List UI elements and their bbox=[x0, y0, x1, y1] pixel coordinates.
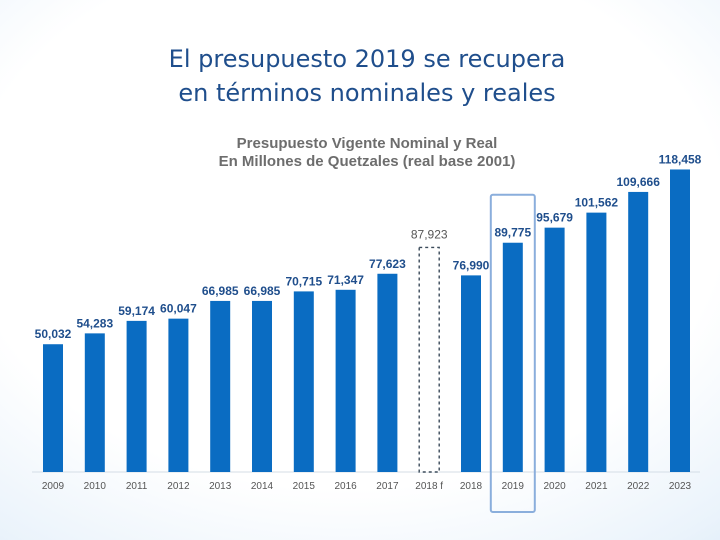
slide-title-line-2: en términos nominales y reales bbox=[178, 79, 556, 107]
bar-2015 bbox=[293, 291, 314, 472]
x-tick-2014: 2014 bbox=[251, 481, 274, 492]
data-label-2014: 66,985 bbox=[244, 284, 281, 298]
bar-2011 bbox=[126, 320, 147, 472]
x-tick-2012: 2012 bbox=[167, 481, 190, 492]
data-label-2023: 118,458 bbox=[659, 152, 702, 166]
data-label-2022: 109,666 bbox=[617, 175, 661, 189]
data-label-2015: 70,715 bbox=[285, 274, 322, 288]
data-label-2019: 89,775 bbox=[494, 226, 531, 240]
x-tick-2021: 2021 bbox=[585, 481, 608, 492]
x-tick-2020: 2020 bbox=[543, 481, 566, 492]
bar-2014 bbox=[252, 300, 272, 472]
x-tick-2018-f: 2018 f bbox=[415, 481, 443, 492]
bar-2023 bbox=[670, 169, 690, 472]
bar-2017 bbox=[377, 273, 398, 472]
x-tick-2022: 2022 bbox=[627, 481, 650, 492]
bar-2010 bbox=[84, 333, 105, 472]
data-label-2013: 66,985 bbox=[202, 284, 239, 298]
data-label-2017: 77,623 bbox=[369, 257, 406, 271]
bar-2020 bbox=[544, 227, 565, 472]
x-tick-2019: 2019 bbox=[502, 481, 525, 492]
data-label-2009: 50,032 bbox=[35, 327, 72, 341]
highlight-box-2019 bbox=[489, 193, 536, 513]
bar-2019 bbox=[502, 242, 523, 472]
x-tick-2017: 2017 bbox=[376, 481, 399, 492]
bar-2009 bbox=[43, 344, 63, 472]
chart-plot-area: 50,032 2009 54,283 2010 59,174 2011 60,047 2012… bbox=[32, 152, 702, 513]
bar-2018-f bbox=[418, 246, 440, 473]
bar-2012 bbox=[168, 318, 189, 472]
data-label-2016: 71,347 bbox=[327, 273, 364, 287]
data-label-2012: 60,047 bbox=[160, 302, 197, 316]
bar-2016 bbox=[335, 289, 356, 472]
data-label-2020: 95,679 bbox=[536, 211, 573, 225]
x-tick-2011: 2011 bbox=[126, 481, 148, 492]
x-tick-2023: 2023 bbox=[669, 481, 692, 492]
x-tick-2018: 2018 bbox=[460, 481, 483, 492]
x-tick-2010: 2010 bbox=[84, 481, 107, 492]
chart-subtitle: En Millones de Quetzales (real base 2001… bbox=[219, 153, 516, 170]
data-label-2021: 101,562 bbox=[575, 196, 619, 210]
data-label-2011: 59,174 bbox=[118, 304, 155, 318]
data-label-2018: 76,990 bbox=[453, 258, 490, 272]
bar-2021 bbox=[586, 212, 607, 472]
slide-title-line-1: El presupuesto 2019 se recupera bbox=[168, 45, 566, 73]
bar-2018 bbox=[461, 275, 481, 472]
data-label-2018-f: 87,923 bbox=[411, 227, 448, 241]
x-tick-2009: 2009 bbox=[42, 481, 65, 492]
slide-title: El presupuesto 2019 se recupera en térmi… bbox=[0, 42, 720, 110]
x-tick-2016: 2016 bbox=[334, 481, 357, 492]
bar-2013 bbox=[210, 300, 231, 472]
chart-title: Presupuesto Vigente Nominal y Real bbox=[237, 135, 498, 152]
x-tick-2015: 2015 bbox=[293, 481, 316, 492]
bar-2022 bbox=[628, 191, 649, 472]
data-label-2010: 54,283 bbox=[76, 316, 113, 330]
x-tick-2013: 2013 bbox=[209, 481, 232, 492]
